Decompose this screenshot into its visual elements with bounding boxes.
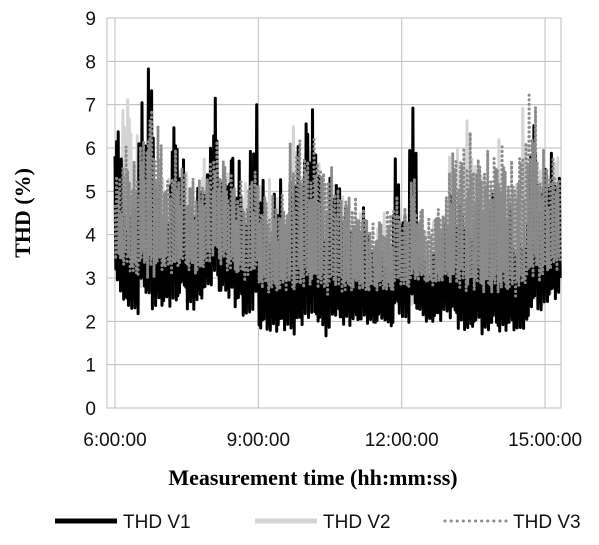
y-tick-label: 9	[85, 9, 96, 30]
x-tick-label: 6:00:00	[83, 430, 146, 451]
legend-label: THD V2	[323, 512, 391, 533]
y-tick-label: 2	[85, 312, 96, 333]
legend-label: THD V3	[513, 512, 581, 533]
legend: THD V1 THD V2 THD V3	[55, 512, 581, 533]
legend-label: THD V1	[123, 512, 191, 533]
x-tick-label: 9:00:00	[227, 430, 290, 451]
y-axis-title: THD (%)	[10, 168, 35, 258]
y-tick-label: 3	[85, 269, 96, 290]
y-tick-label: 5	[85, 182, 96, 203]
y-tick-label: 6	[85, 139, 96, 160]
series-layer	[113, 67, 562, 338]
y-tick-label: 8	[85, 52, 96, 73]
x-tick-label: 15:00:00	[508, 430, 582, 451]
y-tick-label: 4	[85, 226, 96, 247]
x-axis-title: Measurement time (hh:mm:ss)	[168, 465, 457, 490]
x-tick-label: 12:00:00	[365, 430, 439, 451]
y-axis-ticks: 0 1 2 3 4 5 6 7 8 9	[85, 9, 96, 420]
y-tick-label: 0	[85, 399, 96, 420]
series-line-thd-v3	[113, 91, 562, 298]
y-tick-label: 1	[85, 356, 96, 377]
y-tick-label: 7	[85, 96, 96, 117]
x-axis-ticks: 6:00:00 9:00:00 12:00:00 15:00:00	[83, 430, 582, 451]
